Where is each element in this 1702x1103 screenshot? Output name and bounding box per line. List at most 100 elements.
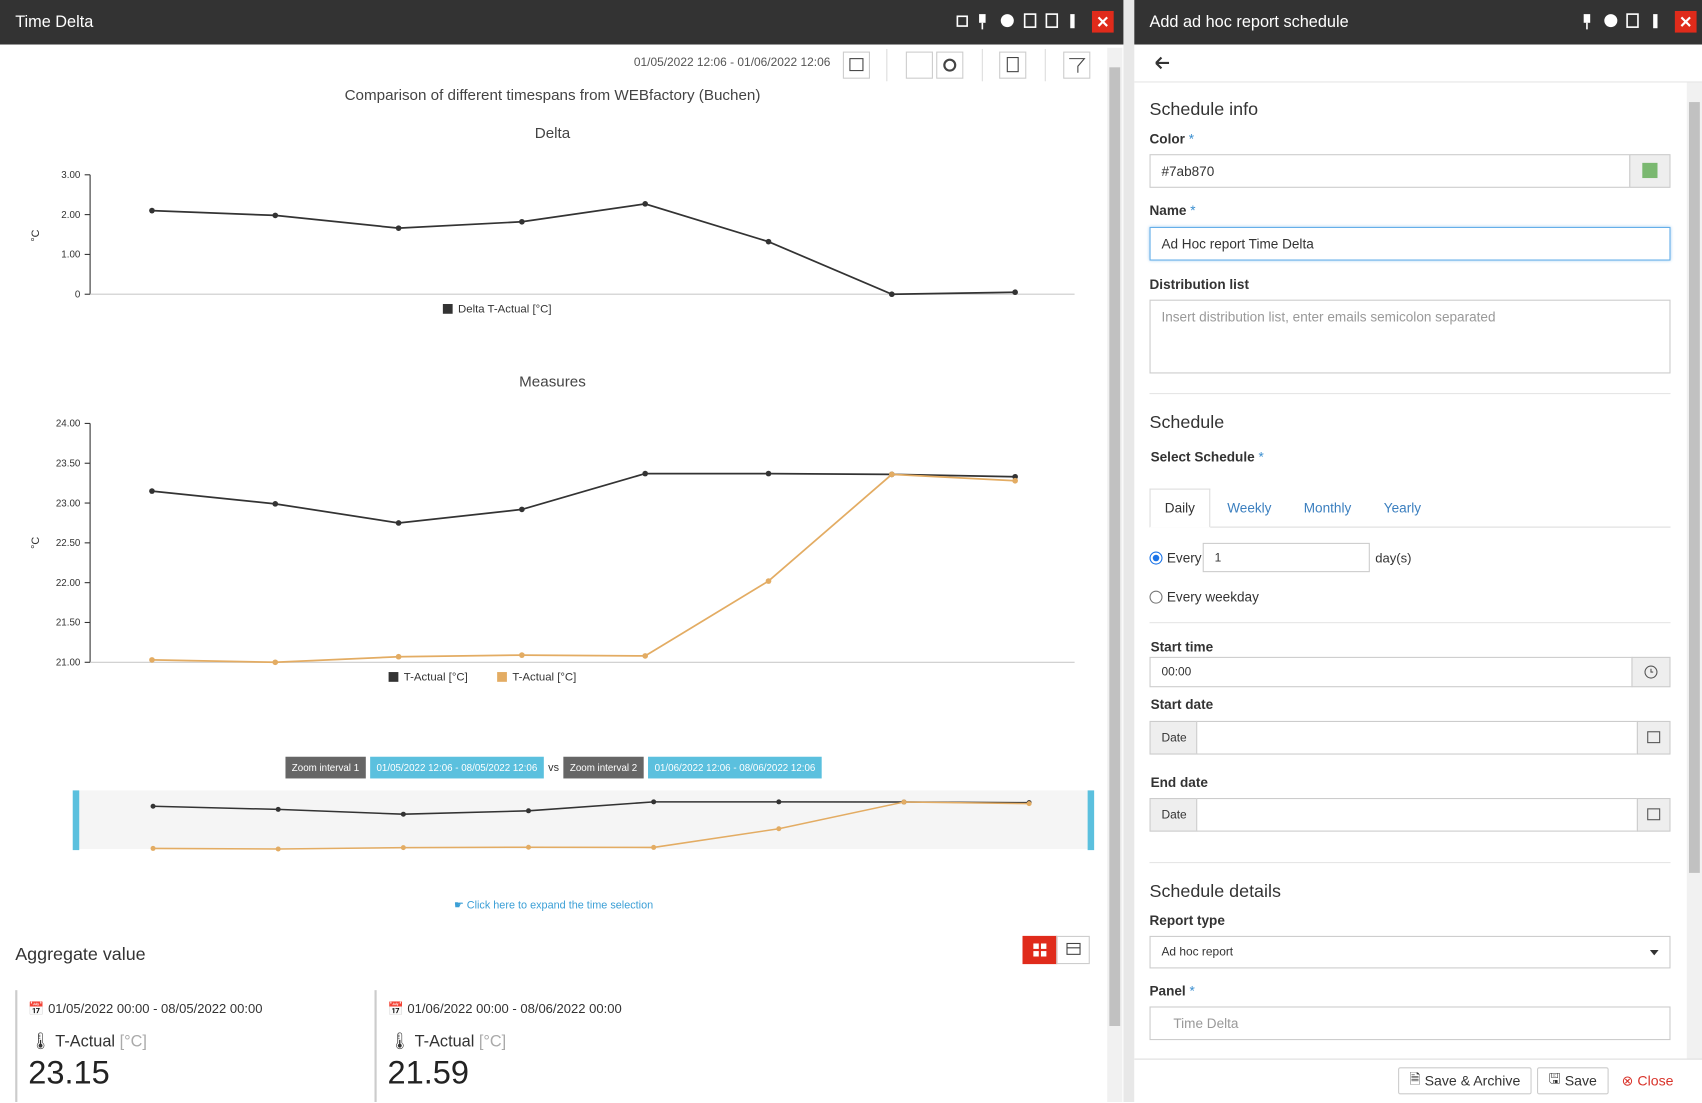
toolbar-icons bbox=[842, 48, 1091, 82]
field-label: Color * bbox=[1150, 131, 1195, 146]
series-line bbox=[151, 473, 1016, 664]
data-point bbox=[149, 657, 155, 663]
table-view-button[interactable] bbox=[1056, 935, 1090, 965]
data-point bbox=[765, 238, 772, 245]
date-addon: Date bbox=[1149, 797, 1198, 832]
zoom-range[interactable]: 01/05/2022 12:06 - 08/05/2022 12:06 bbox=[369, 756, 544, 779]
scroll-thumb[interactable] bbox=[1109, 67, 1121, 1026]
zoom-label: Zoom interval 2 bbox=[563, 756, 644, 779]
name-text: T-Actual bbox=[55, 1032, 116, 1051]
required-mark: * bbox=[1190, 203, 1196, 219]
radio-label: Every bbox=[1166, 550, 1202, 566]
save-archive-button[interactable]: 🗎 Save & Archive bbox=[1398, 1067, 1532, 1095]
unit-text: [°C] bbox=[478, 1032, 507, 1051]
name-input[interactable]: Ad Hoc report Time Delta bbox=[1149, 226, 1671, 261]
field-label: Start date bbox=[1150, 697, 1214, 713]
legend-swatch bbox=[497, 672, 507, 682]
field-label: Start time bbox=[1150, 639, 1214, 655]
chart-title: Comparison of different timespans from W… bbox=[345, 87, 761, 104]
save-button[interactable]: 🖫 Save bbox=[1537, 1067, 1609, 1095]
export-button[interactable] bbox=[999, 51, 1027, 79]
chart-subtitle: Delta bbox=[535, 125, 571, 142]
distribution-textarea[interactable]: Insert distribution list, enter emails s… bbox=[1149, 299, 1671, 374]
label-text: Select Schedule bbox=[1150, 449, 1255, 465]
unit-label: day(s) bbox=[1375, 550, 1412, 566]
navigator-point bbox=[275, 806, 281, 812]
field-label: End date bbox=[1150, 775, 1208, 791]
unit-text: [°C] bbox=[119, 1032, 147, 1051]
tab[interactable]: Monthly bbox=[1303, 500, 1352, 516]
y-tick-label: 23.00 bbox=[56, 498, 81, 509]
y-tick-label: 2.00 bbox=[61, 210, 81, 221]
report-type-select[interactable]: Ad hoc report bbox=[1149, 935, 1671, 969]
expand-hint-text[interactable]: Click here to expand the time selection bbox=[466, 900, 654, 912]
section-heading: Schedule bbox=[1149, 412, 1225, 433]
required-mark: * bbox=[1189, 983, 1195, 999]
data-point bbox=[395, 225, 402, 231]
grid-view-button[interactable] bbox=[1022, 935, 1058, 965]
every-input[interactable]: 1 bbox=[1202, 542, 1370, 573]
data-point bbox=[395, 520, 402, 526]
separator bbox=[1149, 862, 1671, 864]
color-swatch[interactable] bbox=[1629, 154, 1671, 188]
calendar-button[interactable] bbox=[1636, 720, 1671, 755]
calendar-button[interactable] bbox=[1636, 797, 1671, 832]
date-range: 01/05/2022 12:06 - 01/06/2022 12:06 bbox=[633, 56, 831, 70]
data-point bbox=[519, 506, 525, 513]
close-link[interactable]: ⊗ Close bbox=[1621, 1072, 1674, 1089]
expand-hint[interactable]: ☛ Click here to expand the time selectio… bbox=[453, 900, 654, 912]
right-header: Add ad hoc report schedule bbox=[1134, 0, 1702, 45]
field-label: Select Schedule * bbox=[1151, 449, 1264, 464]
back-button[interactable] bbox=[1155, 56, 1170, 70]
clock-button[interactable] bbox=[1631, 656, 1671, 688]
tab[interactable]: Daily bbox=[1149, 488, 1211, 528]
color-input[interactable]: #7ab870 bbox=[1149, 154, 1631, 188]
data-point bbox=[149, 207, 155, 214]
zoom-vs: vs bbox=[548, 761, 560, 774]
field-label: Name * bbox=[1150, 203, 1196, 218]
tab[interactable]: Weekly bbox=[1227, 500, 1272, 516]
radio-label: Every weekday bbox=[1166, 589, 1259, 605]
y-tick-label: 23.50 bbox=[56, 458, 81, 469]
end-date-input[interactable] bbox=[1196, 797, 1638, 832]
button-text[interactable]: Save & Archive bbox=[1424, 1072, 1521, 1089]
scroll-thumb[interactable] bbox=[1688, 102, 1700, 873]
panel-input[interactable]: Time Delta bbox=[1149, 1006, 1671, 1041]
field-label: Distribution list bbox=[1149, 276, 1250, 293]
settings-button[interactable] bbox=[936, 51, 964, 79]
data-point bbox=[642, 653, 649, 659]
navigator-point bbox=[776, 799, 782, 805]
series-line bbox=[151, 202, 1016, 296]
navigator-point bbox=[776, 826, 782, 832]
button-text[interactable]: Save bbox=[1564, 1072, 1597, 1089]
tab[interactable]: Yearly bbox=[1383, 500, 1422, 516]
y-axis-label: °C bbox=[30, 537, 42, 549]
button-text[interactable]: Close bbox=[1637, 1072, 1674, 1089]
filter-button[interactable] bbox=[1063, 51, 1091, 79]
y-tick-label: 21.50 bbox=[56, 618, 81, 629]
field-label: Panel * bbox=[1150, 984, 1195, 999]
select-value: Ad hoc report bbox=[1161, 945, 1234, 959]
required-mark: * bbox=[1258, 449, 1264, 465]
scrollbar[interactable] bbox=[1107, 47, 1123, 1102]
navigator-point bbox=[651, 844, 657, 850]
calendar-button[interactable] bbox=[842, 51, 870, 79]
name-text: T-Actual bbox=[414, 1032, 475, 1051]
required-mark: * bbox=[1188, 131, 1195, 147]
radio[interactable] bbox=[1149, 590, 1163, 604]
scrollbar[interactable] bbox=[1686, 82, 1702, 1059]
data-point bbox=[519, 652, 525, 658]
start-time-input[interactable]: 00:00 bbox=[1149, 656, 1633, 688]
navigator-point bbox=[901, 799, 907, 805]
zoom-range[interactable]: 01/06/2022 12:06 - 08/06/2022 12:06 bbox=[648, 756, 822, 779]
navigator-point bbox=[400, 811, 406, 817]
legend-label: T-Actual [°C] bbox=[404, 672, 468, 684]
navigator-line bbox=[153, 801, 1030, 815]
card-range: 📅 01/06/2022 00:00 - 08/06/2022 00:00 bbox=[387, 1001, 622, 1017]
navigator-point bbox=[275, 846, 281, 852]
navigator-point bbox=[150, 803, 156, 809]
start-date-input[interactable] bbox=[1196, 720, 1638, 755]
card-range: 📅 01/05/2022 00:00 - 08/05/2022 00:00 bbox=[28, 1001, 263, 1017]
legend-label: Delta T-Actual [°C] bbox=[458, 304, 551, 316]
compare-button[interactable] bbox=[905, 51, 933, 79]
